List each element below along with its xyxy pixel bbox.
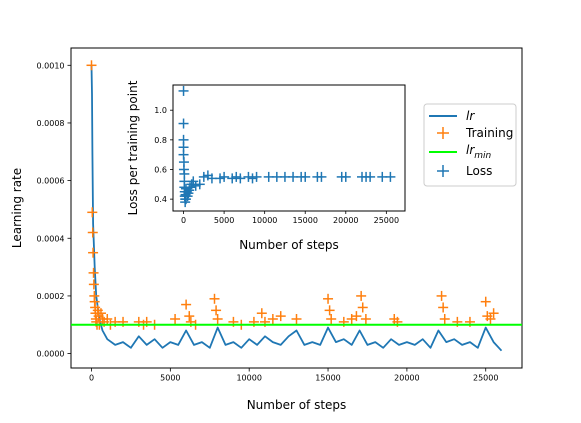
main-training-point xyxy=(267,313,278,324)
main-training-point xyxy=(357,302,368,313)
inset-loss-point xyxy=(188,176,199,187)
main-training-point xyxy=(88,279,99,290)
inset-loss-point xyxy=(340,171,351,182)
legend-label-lrmin: lrmin xyxy=(466,143,492,161)
legend-label-lrmin-sub: min xyxy=(474,151,491,161)
main-training-point xyxy=(291,313,302,324)
legend: lr Training lrmin Loss xyxy=(423,103,517,187)
main-training-point xyxy=(485,313,496,324)
main-x-tick-label: 0 xyxy=(89,374,94,383)
main-training-point xyxy=(480,296,491,307)
legend-label-lrmin-main: lr xyxy=(466,143,475,157)
inset-loss-point xyxy=(178,85,189,96)
legend-label-lr: lr xyxy=(466,109,475,123)
main-training-point xyxy=(323,293,334,304)
legend-label-training: Training xyxy=(465,126,513,140)
main-training-point xyxy=(326,313,337,324)
main-training-point xyxy=(256,308,267,319)
main-y-tick-label: 0.0000 xyxy=(37,350,65,359)
inset-y-axis-label: Loss per training point xyxy=(126,80,140,215)
inset-x-tick-label: 0 xyxy=(181,216,186,225)
main-x-tick-label: 5000 xyxy=(160,374,180,383)
main-training-point xyxy=(436,290,447,301)
main-x-tick-label: 20000 xyxy=(394,374,419,383)
inset-loss-point xyxy=(251,171,262,182)
main-training-point xyxy=(360,313,371,324)
main-x-axis-label: Number of steps xyxy=(247,398,347,412)
inset-x-axis-label: Number of steps xyxy=(239,238,339,252)
main-training-point xyxy=(88,247,99,258)
main-training-point xyxy=(88,267,99,278)
main-training-point xyxy=(170,313,181,324)
main-y-tick-label: 0.0008 xyxy=(37,119,65,128)
main-training-point xyxy=(212,313,223,324)
inset-x-tick-label: 20000 xyxy=(333,216,358,225)
main-training-point xyxy=(86,60,97,71)
inset-loss-point xyxy=(235,173,246,184)
inset-y-tick-label: 0.4 xyxy=(154,195,167,204)
inset-plot: 0 5000 10000 15000 20000 25000 0.4 0.6 0.8 1.0 N… xyxy=(126,80,406,252)
inset-y-tick-label: 0.6 xyxy=(154,165,167,174)
inset-x-tick-label: 15000 xyxy=(292,216,317,225)
inset-loss-point xyxy=(385,171,396,182)
main-training-point xyxy=(438,302,449,313)
main-training-point xyxy=(102,313,113,324)
main-training-point xyxy=(95,308,106,319)
inset-loss-point xyxy=(219,171,230,182)
main-training-point xyxy=(439,313,450,324)
main-y-tick-label: 0.0002 xyxy=(37,292,65,301)
main-training-point xyxy=(324,305,335,316)
legend-plus-training-icon xyxy=(437,127,449,139)
main-training-point xyxy=(488,308,499,319)
main-training-point xyxy=(87,207,98,218)
main-y-axis-label: Learning rate xyxy=(10,168,24,248)
main-x-tick-label: 15000 xyxy=(315,374,340,383)
inset-x-tick-label: 5000 xyxy=(214,216,234,225)
main-training-point xyxy=(211,305,222,316)
inset-loss-point xyxy=(178,118,189,129)
main-y-tick-label: 0.0004 xyxy=(37,234,65,243)
inset-x-tick-label: 10000 xyxy=(252,216,277,225)
inset-loss-point xyxy=(300,171,311,182)
main-y-tick-label: 0.0010 xyxy=(37,61,65,70)
main-x-tick-label: 25000 xyxy=(473,374,498,383)
main-y-tick-label: 0.0006 xyxy=(37,177,65,186)
legend-plus-loss-icon xyxy=(437,165,449,177)
main-plot: 0 5000 10000 15000 20000 25000 0.0000 0.0002 0.… xyxy=(10,47,523,412)
main-training-point xyxy=(209,293,220,304)
inset-x-tick-label: 25000 xyxy=(374,216,399,225)
inset-y-tick-label: 0.8 xyxy=(154,136,167,145)
main-x-tick-label: 10000 xyxy=(236,374,261,383)
legend-box xyxy=(423,103,517,187)
main-training-point xyxy=(184,311,195,322)
inset-loss-point xyxy=(316,171,327,182)
inset-y-tick-label: 1.0 xyxy=(154,106,167,115)
main-training-point xyxy=(351,311,362,322)
main-training-point xyxy=(275,311,286,322)
legend-label-loss: Loss xyxy=(466,164,492,178)
inset-loss-point xyxy=(194,179,205,190)
main-training-point xyxy=(181,299,192,310)
inset-axes-frame xyxy=(172,84,406,212)
main-lr-line xyxy=(90,65,503,352)
main-training-point xyxy=(87,227,98,238)
main-training-point xyxy=(356,290,367,301)
main-axes-frame xyxy=(70,47,523,369)
inset-loss-point xyxy=(365,171,376,182)
